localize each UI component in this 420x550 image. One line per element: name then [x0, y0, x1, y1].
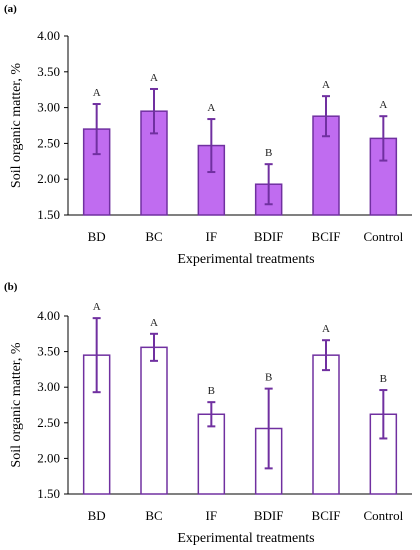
- bar-bcif: [312, 354, 340, 495]
- y-tick-label: 1.50: [37, 207, 60, 222]
- y-tick-label: 3.00: [37, 100, 60, 115]
- significance-label: A: [93, 301, 101, 313]
- y-tick-label: 2.00: [37, 171, 60, 186]
- bar-bcif: [312, 115, 340, 216]
- x-category-label: BD: [88, 508, 106, 523]
- x-axis-title: Experimental treatments: [177, 531, 314, 546]
- significance-label: B: [208, 385, 215, 397]
- y-tick-label: 3.00: [37, 379, 60, 394]
- significance-label: A: [322, 323, 330, 335]
- panel-label: (b): [4, 281, 18, 293]
- y-tick-label: 3.50: [37, 344, 60, 359]
- significance-label: A: [150, 72, 158, 84]
- x-category-label: BD: [88, 229, 106, 244]
- y-tick-label: 2.00: [37, 450, 60, 465]
- x-category-label: Control: [363, 229, 403, 244]
- x-category-label: Control: [363, 508, 403, 523]
- y-tick-label: 4.00: [37, 28, 60, 43]
- significance-label: A: [207, 102, 215, 114]
- chart-panel-b: (b) 1.50 2.00 2.50 3.00 3.50 4.00 Soil organic …: [4, 281, 412, 546]
- significance-label: B: [265, 372, 272, 384]
- significance-label: A: [93, 87, 101, 99]
- x-category-label: BDIF: [254, 229, 284, 244]
- significance-label: B: [380, 373, 387, 385]
- x-category-label: BCIF: [312, 229, 341, 244]
- significance-label: B: [265, 147, 272, 159]
- y-tick-label: 2.50: [37, 415, 60, 430]
- panel-label: (a): [4, 3, 17, 15]
- significance-label: A: [150, 317, 158, 329]
- x-category-label: BC: [145, 229, 162, 244]
- x-category-label: BCIF: [312, 508, 341, 523]
- y-axis-title: Soil organic matter, %: [9, 63, 24, 188]
- bar-if: [197, 413, 226, 495]
- y-axis-title: Soil organic matter, %: [9, 342, 24, 467]
- x-category-label: BDIF: [254, 508, 284, 523]
- significance-label: A: [379, 99, 387, 111]
- significance-label: A: [322, 79, 330, 91]
- bar-if: [197, 144, 226, 216]
- x-category-label: BC: [145, 508, 162, 523]
- x-axis-title: Experimental treatments: [177, 252, 314, 267]
- bar-bc: [140, 346, 168, 495]
- x-category-label: IF: [206, 508, 218, 523]
- y-tick-label: 1.50: [37, 486, 60, 501]
- x-category-label: IF: [206, 229, 218, 244]
- y-tick-label: 4.00: [37, 308, 60, 323]
- y-tick-label: 2.50: [37, 135, 60, 150]
- y-tick-label: 3.50: [37, 64, 60, 79]
- chart-panel-a: (a) 1.50 2.00 2.50 3.00 3.50 4.00 Soil organic …: [4, 3, 412, 267]
